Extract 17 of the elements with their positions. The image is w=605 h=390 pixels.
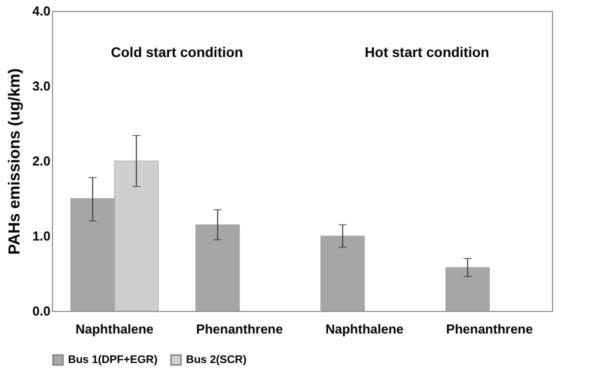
legend-label: Bus 1(DPF+EGR): [68, 354, 158, 366]
y-tick-label: 1.0: [32, 228, 50, 244]
bar: [196, 224, 240, 312]
annotation: Hot start condition: [364, 44, 490, 60]
legend-label: Bus 2(SCR): [186, 354, 247, 366]
x-tick-label: Naphthalene: [75, 322, 154, 336]
annotation: Cold start condition: [110, 44, 244, 60]
x-tick-label: Phenanthrene: [446, 322, 533, 336]
x-tick-label: Phenanthrene: [196, 322, 283, 336]
bar: [320, 236, 365, 312]
y-tick-label: 3.0: [32, 78, 50, 94]
y-tick-label: 0.0: [32, 304, 50, 318]
bar: [446, 267, 490, 312]
y-tick-label: 4.0: [32, 4, 50, 18]
y-tick-label: 2.0: [32, 154, 50, 168]
x-tick-label: Naphthalene: [325, 322, 404, 336]
y-axis-title: PAHs emissions (ug/km): [6, 68, 24, 255]
